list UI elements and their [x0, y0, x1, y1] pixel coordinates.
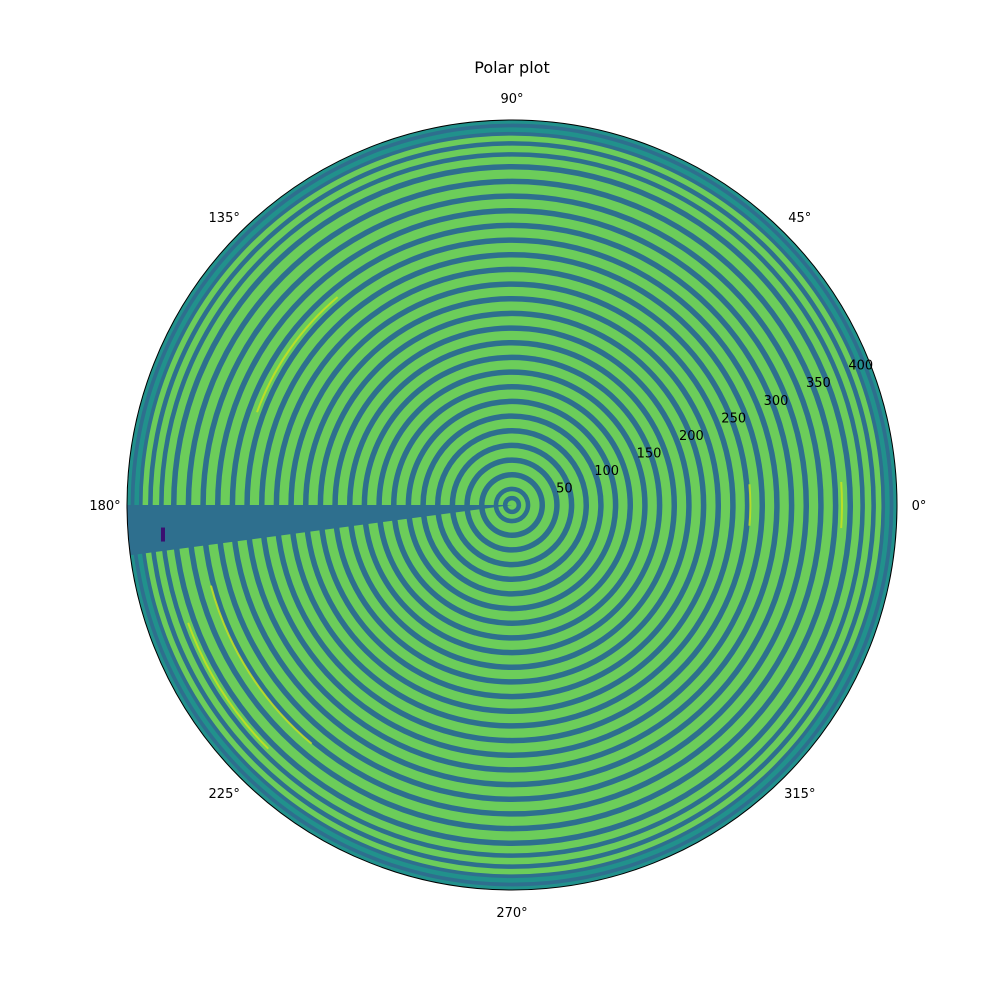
theta-tick-label: 270°: [496, 906, 527, 921]
wedge-layer: [127, 505, 512, 556]
chart-title: Polar plot: [474, 58, 549, 77]
theta-tick-labels: 0° 45° 90° 135° 180° 225° 270° 315°: [89, 92, 926, 921]
theta-tick-label: 135°: [209, 211, 240, 226]
r-tick-label: 250: [721, 411, 746, 426]
theta-tick-label: 90°: [500, 92, 523, 107]
highlight-layer: [187, 296, 843, 750]
theta-tick-label: 180°: [89, 499, 120, 514]
highlight-arc: [840, 481, 843, 529]
theta-tick-label: 0°: [912, 499, 927, 514]
r-tick-label: 100: [594, 464, 619, 479]
r-tick-label: 350: [806, 376, 831, 391]
polar-frame: [126, 119, 898, 891]
theta-tick-label: 225°: [209, 787, 240, 802]
rings-layer: [127, 120, 897, 890]
r-tick-label: 200: [679, 429, 704, 444]
r-tick-labels: 50 100 150 200 250 300 350 400: [556, 359, 873, 497]
seam-wedge: [127, 505, 512, 556]
r-tick-label: 300: [764, 394, 789, 409]
low-value-mark: [160, 527, 165, 542]
r-tick-label: 50: [556, 481, 573, 496]
r-tick-label: 150: [637, 446, 662, 461]
highlight-arc: [748, 484, 752, 526]
r-tick-label: 400: [848, 359, 873, 374]
highlight-arc: [209, 585, 313, 745]
highlight-arc: [256, 296, 339, 413]
theta-tick-label: 315°: [784, 787, 815, 802]
highlight-arc: [187, 622, 269, 750]
theta-tick-label: 45°: [788, 211, 811, 226]
